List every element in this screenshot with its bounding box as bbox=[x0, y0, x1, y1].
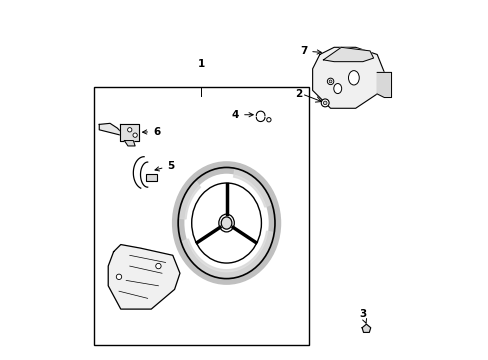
Ellipse shape bbox=[155, 264, 161, 269]
Polygon shape bbox=[108, 244, 180, 309]
Polygon shape bbox=[312, 47, 384, 108]
Text: 7: 7 bbox=[299, 46, 321, 56]
Polygon shape bbox=[323, 47, 373, 62]
Polygon shape bbox=[376, 72, 391, 98]
Bar bbox=[94, 87, 308, 345]
Ellipse shape bbox=[116, 274, 122, 279]
Polygon shape bbox=[362, 324, 370, 332]
Polygon shape bbox=[233, 168, 271, 207]
Ellipse shape bbox=[348, 71, 359, 85]
Text: 1: 1 bbox=[198, 59, 204, 69]
Text: 4: 4 bbox=[231, 110, 253, 120]
Ellipse shape bbox=[321, 99, 328, 107]
Ellipse shape bbox=[326, 78, 333, 85]
Polygon shape bbox=[99, 123, 121, 135]
Polygon shape bbox=[178, 180, 200, 219]
Ellipse shape bbox=[266, 118, 270, 122]
Text: 3: 3 bbox=[359, 310, 366, 323]
Bar bbox=[145, 174, 156, 181]
Ellipse shape bbox=[191, 183, 261, 263]
Ellipse shape bbox=[323, 101, 326, 105]
Polygon shape bbox=[120, 125, 139, 140]
Polygon shape bbox=[181, 231, 274, 279]
Ellipse shape bbox=[333, 84, 341, 94]
Text: 5: 5 bbox=[155, 161, 174, 171]
Polygon shape bbox=[124, 140, 135, 146]
Text: 2: 2 bbox=[294, 89, 301, 99]
Text: 6: 6 bbox=[142, 127, 160, 136]
Ellipse shape bbox=[127, 128, 132, 132]
Ellipse shape bbox=[328, 80, 331, 83]
Ellipse shape bbox=[133, 133, 137, 137]
Ellipse shape bbox=[221, 217, 231, 229]
